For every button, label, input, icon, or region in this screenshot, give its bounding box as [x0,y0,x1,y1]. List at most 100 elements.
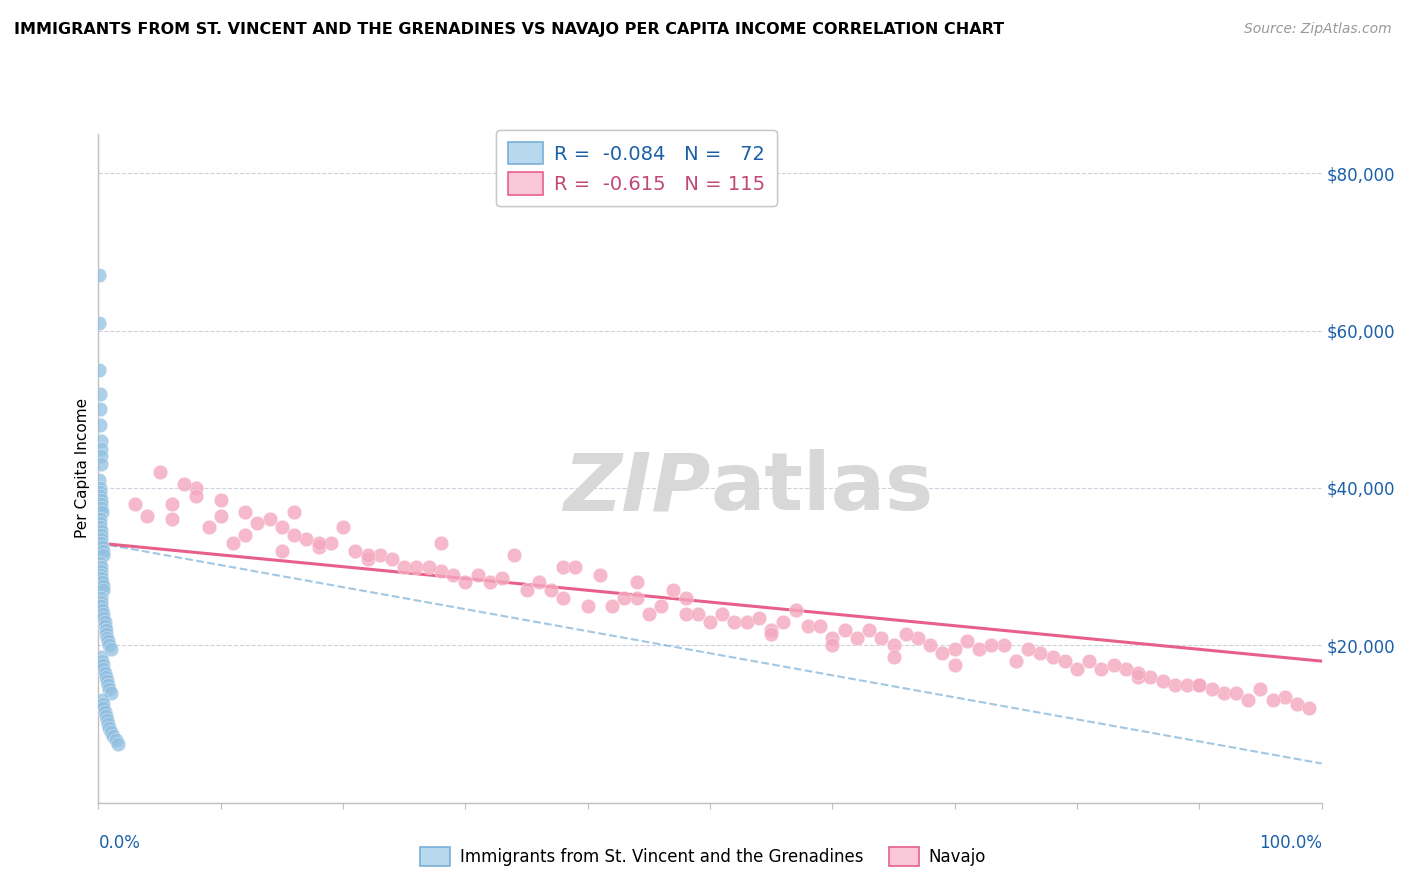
Point [600,599,623,613]
Point [1175,678,1198,692]
Point [233,528,256,542]
Point [675,591,697,606]
Point [553,591,575,606]
Point [589,567,612,582]
Point [197,520,219,534]
Point [675,607,697,621]
Point [711,607,734,621]
Text: IMMIGRANTS FROM ST. VINCENT AND THE GRENADINES VS NAVAJO PER CAPITA INCOME CORRE: IMMIGRANTS FROM ST. VINCENT AND THE GREN… [14,22,1004,37]
Point [1164,678,1187,692]
Point [356,548,378,562]
Point [160,497,183,511]
Point [467,567,489,582]
Point [90,559,112,574]
Point [943,642,966,657]
Point [356,551,378,566]
Point [90,536,112,550]
Point [662,583,685,598]
Point [89,402,111,417]
Point [283,528,305,542]
Point [1004,654,1026,668]
Point [89,489,111,503]
Point [540,583,562,598]
Point [100,725,122,739]
Point [613,591,636,606]
Point [527,575,550,590]
Point [761,623,783,637]
Point [90,650,112,665]
Point [97,717,120,731]
Point [90,492,112,507]
Point [87,316,110,330]
Point [94,709,117,723]
Point [233,505,256,519]
Point [283,505,305,519]
Point [90,442,112,456]
Point [821,639,844,653]
Point [723,615,745,629]
Point [344,544,367,558]
Point [94,618,117,632]
Point [1139,670,1161,684]
Point [1066,662,1088,676]
Point [1128,670,1150,684]
Point [1225,685,1247,699]
Point [91,701,114,715]
Point [91,698,114,712]
Point [308,536,330,550]
Point [626,591,648,606]
Text: Source: ZipAtlas.com: Source: ZipAtlas.com [1244,22,1392,37]
Point [308,540,330,554]
Point [1090,662,1112,676]
Point [90,572,112,586]
Point [392,559,416,574]
Point [1029,646,1052,660]
Point [93,665,115,680]
Point [98,681,121,696]
Point [259,512,281,526]
Point [90,524,112,539]
Point [894,626,917,640]
Point [89,516,111,531]
Point [735,615,758,629]
Point [90,595,112,609]
Point [1078,654,1101,668]
Point [381,551,404,566]
Point [94,670,117,684]
Point [761,626,783,640]
Point [149,465,172,479]
Point [173,477,195,491]
Point [98,639,121,653]
Legend: R =  -0.084   N =   72, R =  -0.615   N = 115: R = -0.084 N = 72, R = -0.615 N = 115 [496,130,778,206]
Point [91,603,114,617]
Point [980,639,1002,653]
Point [626,575,648,590]
Point [1188,678,1211,692]
Point [89,386,111,401]
Point [956,634,979,648]
Point [993,639,1015,653]
Point [87,268,110,283]
Point [90,564,112,578]
Point [332,520,354,534]
Point [553,559,575,574]
Point [1286,698,1309,712]
Point [100,685,122,699]
Point [96,631,118,645]
Point [430,564,453,578]
Point [89,363,111,377]
Point [931,646,953,660]
Point [1152,673,1174,688]
Point [98,721,121,735]
Point [91,579,114,593]
Point [1250,681,1272,696]
Point [222,536,245,550]
Point [1042,650,1064,665]
Point [834,623,856,637]
Point [295,532,318,546]
Point [91,505,114,519]
Point [89,520,111,534]
Point [209,508,232,523]
Point [96,713,118,727]
Point [1212,685,1234,699]
